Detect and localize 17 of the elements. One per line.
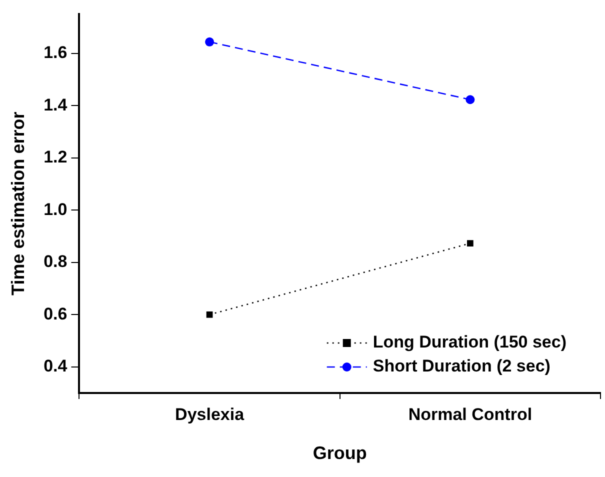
point xyxy=(205,37,214,46)
y-tick-label: 0.4 xyxy=(44,356,68,376)
y-tick-label: 0.8 xyxy=(44,252,68,272)
y-tick-label: 1.6 xyxy=(44,43,68,62)
y-tick-label: 1.0 xyxy=(44,200,68,219)
x-axis-title: Group xyxy=(312,443,367,464)
point xyxy=(206,311,213,318)
y-tick-label: 0.6 xyxy=(44,304,68,324)
point xyxy=(466,95,475,104)
x-tick-label: Normal Control xyxy=(408,404,532,424)
y-tick-label: 1.2 xyxy=(44,148,68,167)
y-axis-title: Time estimation error xyxy=(8,112,28,296)
x-tick-label: Dyslexia xyxy=(175,404,245,424)
legend-label: Long Duration (150 sec) xyxy=(372,332,566,352)
legend-label: Short Duration (2 sec) xyxy=(372,356,550,376)
y-tick-label: 1.4 xyxy=(44,95,68,114)
point xyxy=(467,240,474,246)
